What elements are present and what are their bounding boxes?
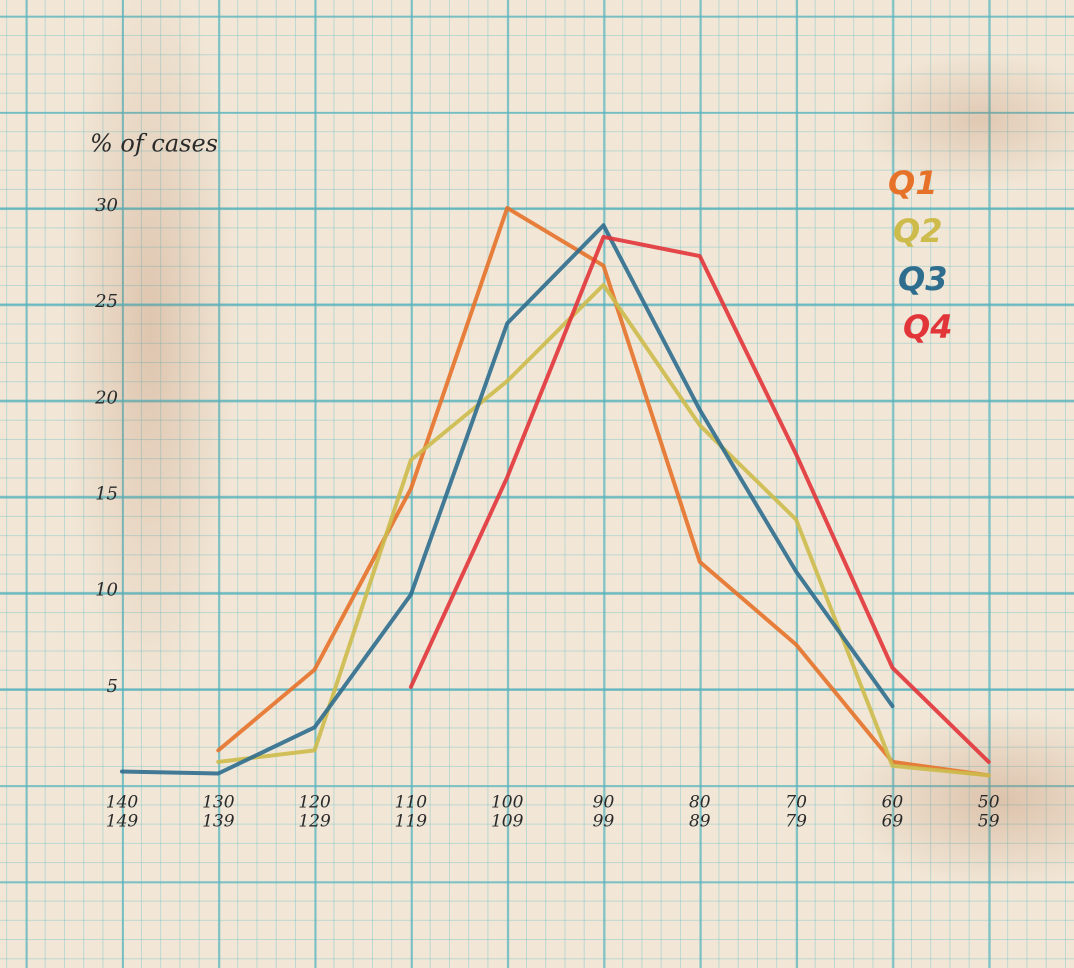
x-tick-label: 139 [202,812,235,832]
x-tick-label: 100 [491,793,524,813]
x-tick-label: 60 [882,793,904,813]
y-tick-label: 20 [94,387,118,408]
x-tick-label: 99 [593,812,615,832]
page: % of cases 5 10 15 20 25 30 140149 130139 120129… [0,0,1074,968]
legend-entry: Q1 [888,164,937,202]
chart: % of cases 5 10 15 20 25 30 140149 130139 120129… [0,0,1074,968]
y-axis-label: % of cases [90,130,218,158]
x-tick-label: 89 [689,812,711,832]
x-tick-label: 90 [593,793,615,813]
x-tick-label: 119 [395,812,428,832]
y-tick-label: 10 [95,580,118,601]
x-tick-label: 110 [395,793,428,813]
x-tick-label: 69 [882,812,904,832]
y-tick-label: 5 [107,676,118,697]
legend-entry: Q4 [903,308,952,346]
x-tick-label: 130 [202,793,235,813]
x-tick-label: 109 [491,812,524,832]
x-tick-label: 120 [298,793,331,813]
legend-entry: Q2 [893,212,942,250]
x-tick-label: 140 [106,793,139,813]
x-tick-label: 129 [298,812,331,832]
x-tick-label: 149 [106,812,139,832]
x-tick-label: 59 [978,812,1000,832]
y-tick-label: 25 [94,291,118,312]
x-tick-label: 80 [689,793,711,813]
y-tick-label: 15 [95,484,118,505]
x-tick-label: 79 [785,812,807,832]
x-tick-label: 70 [785,793,807,813]
legend-entry: Q3 [898,260,947,298]
y-tick-label: 30 [95,195,118,216]
x-tick-label: 50 [978,793,1000,813]
